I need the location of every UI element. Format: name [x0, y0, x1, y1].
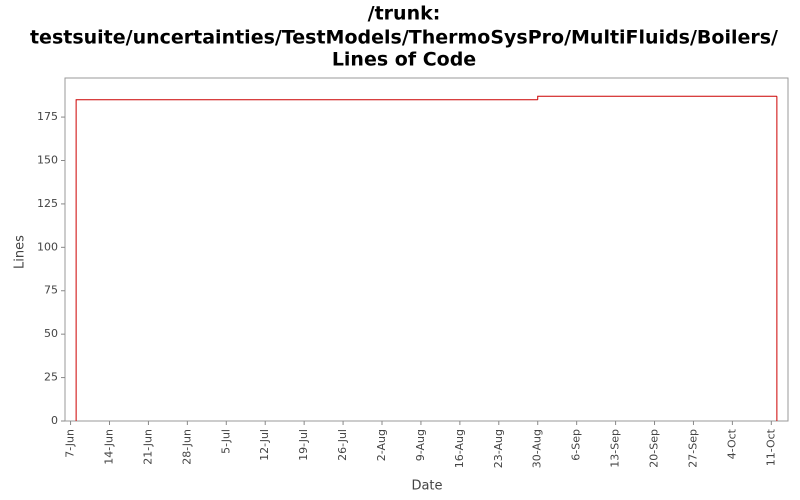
y-tick-label: 150 [37, 153, 58, 166]
x-tick-label: 19-Jul [297, 429, 310, 461]
chart-title-line: testsuite/uncertainties/TestModels/Therm… [30, 27, 778, 49]
x-tick-label: 13-Sep [609, 429, 622, 468]
x-tick-label: 7-Jun [64, 429, 77, 458]
x-tick-label: 4-Oct [725, 428, 738, 459]
plot-area [64, 77, 789, 422]
y-tick-label: 0 [51, 414, 58, 427]
y-tick-label: 175 [37, 110, 58, 123]
x-tick-label: 5-Jul [219, 429, 232, 454]
step-segment [75, 99, 538, 421]
x-axis-label: Date [411, 479, 442, 494]
x-tick-label: 21-Jun [141, 429, 154, 465]
x-tick-label: 2-Aug [375, 429, 388, 461]
y-tick-label: 100 [37, 240, 58, 253]
step-segment [537, 95, 777, 100]
x-tick-label: 12-Jul [258, 429, 271, 461]
x-tick-label: 27-Sep [686, 429, 699, 468]
x-tick-label: 28-Jun [180, 429, 193, 465]
y-tick-label: 125 [37, 197, 58, 210]
y-axis-label: Lines [13, 235, 28, 269]
x-tick-label: 30-Aug [531, 429, 544, 468]
x-tick-label: 9-Aug [414, 429, 427, 461]
chart-title-line: Lines of Code [332, 49, 476, 71]
x-tick-label: 6-Sep [570, 429, 583, 461]
x-tick-label: 11-Oct [764, 428, 777, 466]
x-tick-label: 14-Jun [102, 429, 115, 465]
x-tick-label: 16-Aug [453, 429, 466, 468]
chart-title-line: /trunk: [368, 3, 441, 25]
y-tick-label: 75 [44, 284, 58, 297]
x-tick-label: 23-Aug [492, 429, 505, 468]
x-tick-label: 26-Jul [336, 429, 349, 461]
x-tick-label: 20-Sep [648, 429, 661, 468]
y-tick-label: 50 [44, 327, 58, 340]
y-tick-label: 25 [44, 371, 58, 384]
